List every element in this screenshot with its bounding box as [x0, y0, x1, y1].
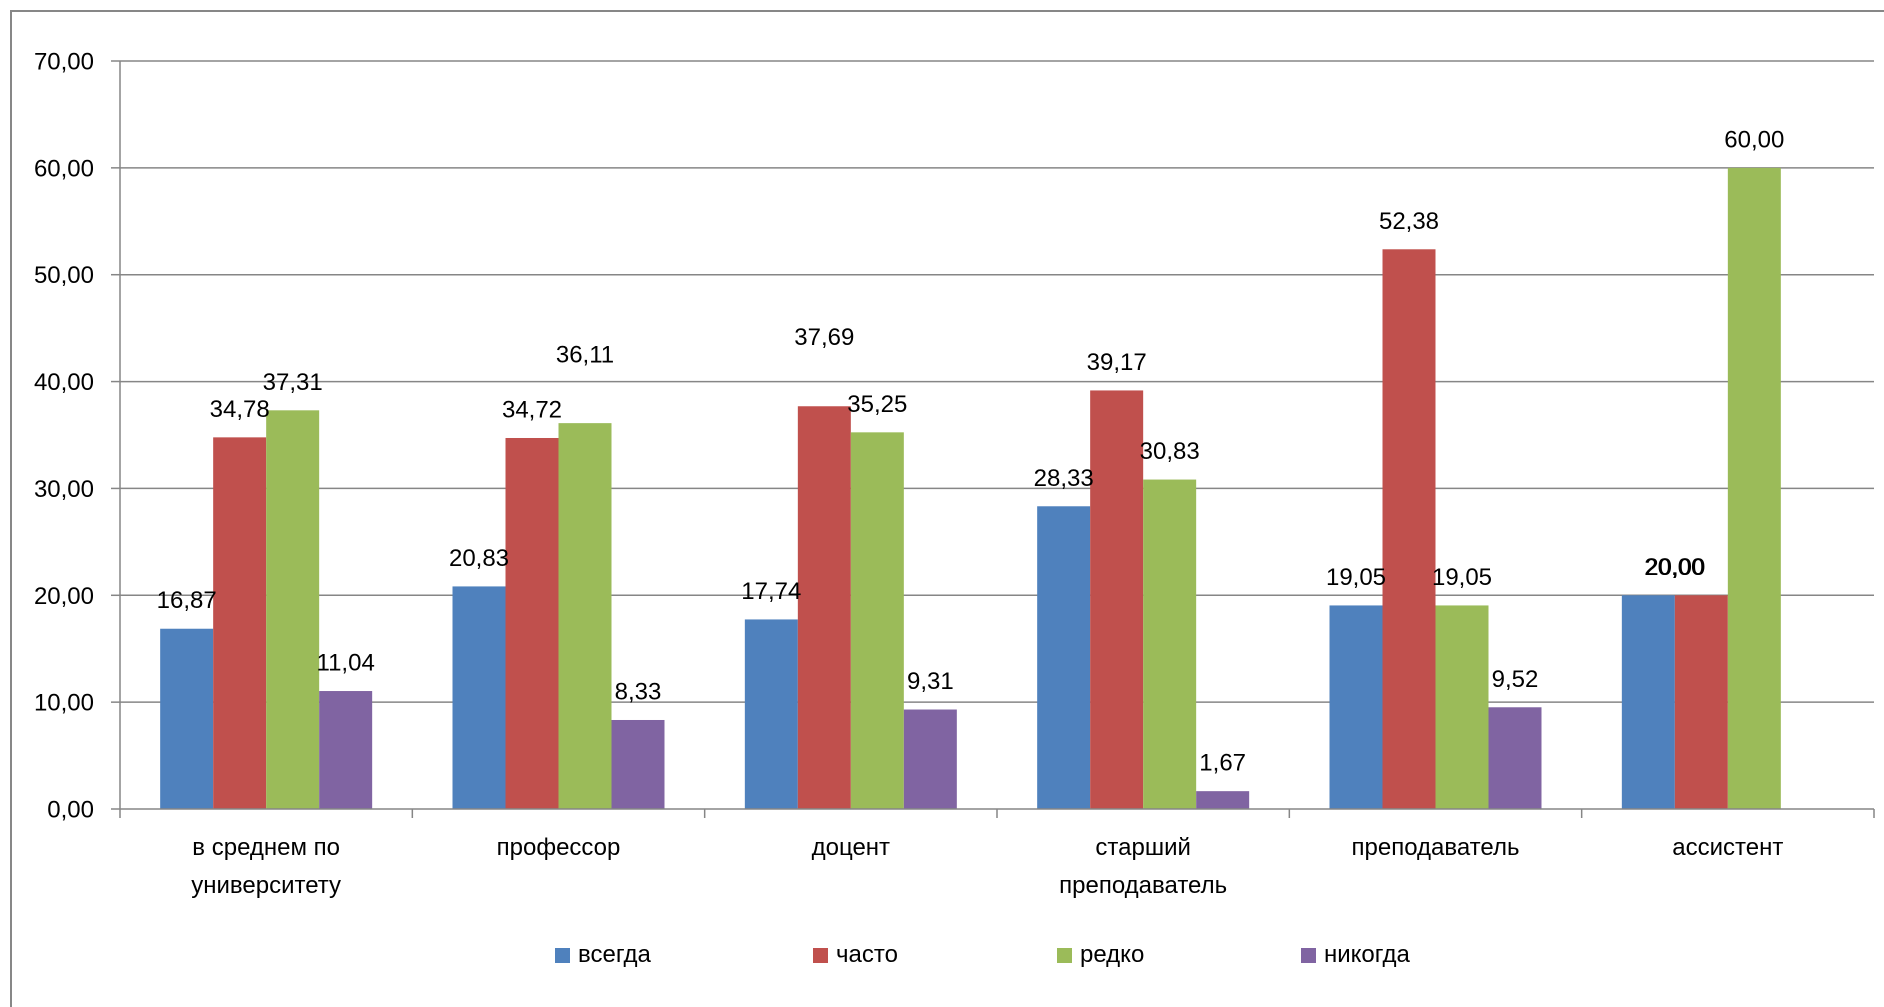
legend-item-series-2: часто	[813, 940, 898, 970]
bar-series-2-category-3	[797, 406, 851, 809]
data-label: 9,31	[907, 668, 954, 695]
bar-series-3-category-3	[850, 432, 904, 809]
y-tick-label: 0,00	[47, 797, 94, 824]
bar-series-3-category-4	[1143, 479, 1197, 809]
bar-series-3-category-5	[1435, 605, 1489, 809]
legend-swatch-series-4	[1301, 947, 1316, 963]
legend-swatch-series-2	[813, 947, 828, 963]
data-label: 37,31	[263, 369, 323, 396]
bar-series-1-category-1	[160, 628, 214, 809]
bar-series-3-category-1	[266, 410, 320, 809]
data-label: 52,38	[1379, 208, 1439, 235]
data-label: 11,04	[317, 650, 375, 677]
bar-series-4-category-4	[1196, 791, 1250, 809]
data-label: 1,67	[1199, 750, 1246, 777]
bar-series-2-category-5	[1382, 249, 1436, 809]
legend-item-series-1: всегда	[555, 940, 651, 970]
data-label: 28,33	[1034, 465, 1094, 492]
data-label: 60,00	[1724, 126, 1784, 153]
bar-series-2-category-1	[213, 437, 267, 809]
data-label: 17,74	[741, 578, 801, 605]
data-label: 16,87	[157, 587, 217, 614]
bar-series-2-category-6	[1674, 595, 1728, 809]
data-label: 9,52	[1492, 666, 1539, 693]
legend-label: всегда	[578, 941, 651, 968]
data-label: 37,69	[794, 324, 854, 351]
bar-series-1-category-3	[744, 619, 798, 809]
y-tick-label: 10,00	[34, 690, 94, 717]
category-label: в среднем по университету	[191, 834, 342, 899]
y-tick-label: 70,00	[34, 49, 94, 76]
data-label: 19,05	[1432, 564, 1492, 591]
data-label: 34,72	[502, 396, 562, 423]
data-label: 20,00	[1645, 554, 1705, 581]
bar-series-4-category-2	[611, 719, 665, 809]
bar-series-3-category-2	[558, 423, 612, 809]
legend-swatch-series-3	[1057, 947, 1072, 963]
bar-series-4-category-3	[903, 709, 957, 809]
bar-series-2-category-2	[505, 437, 559, 809]
data-label: 36,11	[556, 342, 614, 369]
legend-label: никогда	[1324, 941, 1410, 968]
category-label: профессор	[496, 834, 621, 861]
bar-series-1-category-2	[452, 586, 506, 809]
category-label: ассистент	[1672, 834, 1784, 861]
bar-series-3-category-6	[1727, 167, 1781, 809]
data-label: 34,78	[210, 396, 270, 423]
legend-label: часто	[836, 941, 898, 968]
data-label: 39,17	[1087, 349, 1147, 376]
category-label: преподаватель	[1351, 834, 1520, 861]
chart-area-frame	[10, 10, 1884, 1007]
legend-item-series-3: редко	[1057, 940, 1144, 970]
bar-series-1-category-6	[1621, 595, 1675, 809]
bar-series-1-category-4	[1037, 506, 1091, 809]
bar-series-1-category-5	[1329, 605, 1383, 809]
category-label: старший преподаватель	[1059, 834, 1228, 899]
legend-item-series-4: никогда	[1301, 940, 1410, 970]
y-tick-label: 50,00	[34, 262, 94, 289]
data-label: 30,83	[1140, 438, 1200, 465]
bar-series-2-category-4	[1090, 390, 1144, 809]
data-label: 20,83	[449, 545, 509, 572]
bar-series-4-category-5	[1488, 707, 1542, 809]
y-tick-label: 40,00	[34, 369, 94, 396]
legend-label: редко	[1080, 941, 1145, 968]
data-label: 8,33	[615, 678, 662, 705]
y-tick-label: 60,00	[34, 155, 94, 182]
data-label: 35,25	[847, 391, 907, 418]
legend-swatch-series-1	[555, 947, 570, 963]
data-label: 19,05	[1326, 564, 1386, 591]
data-label: 20,00	[1644, 554, 1704, 581]
category-label: доцент	[811, 834, 891, 861]
bar-series-4-category-1	[319, 691, 373, 809]
y-tick-label: 20,00	[34, 583, 94, 610]
y-tick-label: 30,00	[34, 476, 94, 503]
